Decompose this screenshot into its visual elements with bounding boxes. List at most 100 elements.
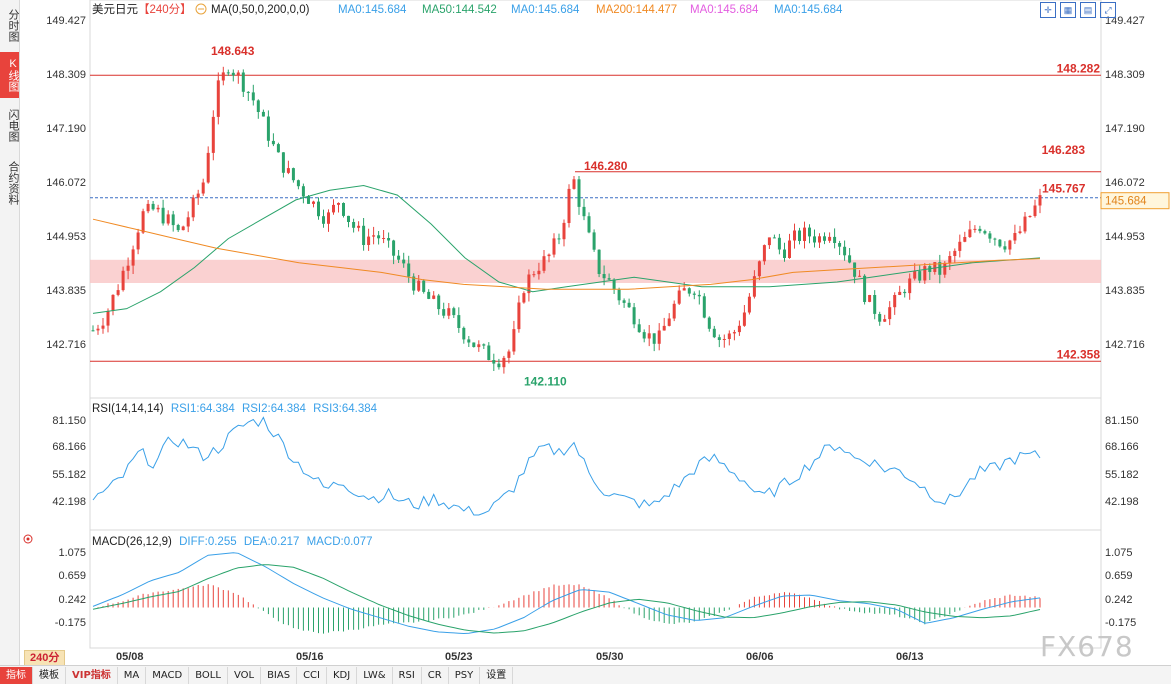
- candle-body: [622, 300, 626, 303]
- toolbar-kdj[interactable]: KDJ: [327, 666, 358, 684]
- candle-body: [697, 294, 701, 297]
- tab-contract-info[interactable]: 合约资料: [7, 161, 19, 205]
- candle-body: [808, 227, 811, 237]
- candle-body: [176, 225, 180, 231]
- symbol-title: 美元日元【240分】: [92, 2, 192, 16]
- candle-body: [687, 288, 691, 294]
- tab-kline[interactable]: K线图: [0, 52, 19, 98]
- toolbar-boll[interactable]: BOLL: [189, 666, 228, 684]
- candle-body: [672, 303, 676, 319]
- candle-body: [317, 201, 320, 217]
- toolbar-settings[interactable]: 设置: [480, 666, 514, 684]
- candle-body: [747, 296, 751, 313]
- candle-body: [196, 193, 200, 198]
- candle-body: [652, 333, 656, 344]
- tab-flash[interactable]: 闪电图: [7, 108, 19, 142]
- candle-body: [918, 271, 922, 281]
- candle-body: [492, 360, 496, 364]
- date-label: 05/23: [445, 651, 473, 663]
- crosshair-icon[interactable]: ✛: [1040, 2, 1056, 18]
- toolbar-indicators[interactable]: 指标: [0, 666, 33, 684]
- price-tick-right: 142.716: [1105, 339, 1145, 351]
- candle-body: [432, 295, 436, 299]
- candle-body: [848, 255, 852, 263]
- macd-settings-icon[interactable]: [23, 534, 33, 544]
- price-tick-left: 147.190: [46, 123, 86, 135]
- current-price-tag: 145.684: [1100, 192, 1170, 210]
- candle-body: [226, 72, 230, 74]
- candle-body: [101, 325, 105, 329]
- toolbar-cr[interactable]: CR: [422, 666, 449, 684]
- candle-body: [166, 214, 170, 224]
- ma-value-2: MA50:144.542: [422, 4, 497, 16]
- grid-icon[interactable]: ▦: [1060, 2, 1076, 18]
- candle-body: [517, 302, 521, 330]
- toolbar-cci[interactable]: CCI: [297, 666, 327, 684]
- ma-settings-icon[interactable]: [195, 3, 207, 15]
- ma-value-6: MA0:145.684: [774, 4, 843, 16]
- candle-body: [913, 271, 917, 279]
- candle-body: [487, 345, 491, 360]
- candle-body: [978, 228, 982, 232]
- candle-body: [477, 344, 481, 348]
- price-tick-right: 144.953: [1105, 231, 1145, 243]
- macd-tick: 1.075: [58, 547, 86, 559]
- candlestick-series: [91, 66, 1042, 374]
- candle-body: [437, 295, 441, 310]
- toolbar-rsi[interactable]: RSI: [393, 666, 422, 684]
- candle-body: [647, 333, 651, 339]
- candle-body: [457, 315, 461, 328]
- toolbar-ma[interactable]: MA: [118, 666, 147, 684]
- candle-body: [452, 308, 456, 316]
- toolbar-macd[interactable]: MACD: [146, 666, 190, 684]
- candle-body: [1013, 233, 1017, 241]
- toolbar-bias[interactable]: BIAS: [261, 666, 298, 684]
- candle-body: [692, 293, 696, 295]
- candle-body: [863, 275, 867, 302]
- candle-body: [96, 328, 100, 331]
- candle-body: [472, 342, 476, 347]
- candle-body: [968, 229, 972, 237]
- chart-canvas[interactable]: 美元日元【240分】 MA(0,50,0,200,0,0) MA0:145.68…: [0, 0, 1171, 665]
- rsi-tick: 81.150: [1105, 415, 1139, 427]
- candle-body: [667, 318, 671, 326]
- macd-diff-line: [92, 552, 1041, 635]
- candle-body: [567, 188, 571, 223]
- candle-body: [412, 276, 416, 291]
- toolbar-lw[interactable]: LW&: [357, 666, 393, 684]
- toolbar-vip[interactable]: VIP指标: [66, 666, 118, 684]
- candle-body: [1023, 216, 1027, 232]
- candle-body: [1008, 240, 1012, 250]
- candle-body: [447, 308, 451, 316]
- candle-body: [587, 216, 591, 233]
- layout-icon[interactable]: ▤: [1080, 2, 1096, 18]
- candle-body: [788, 240, 791, 258]
- candle-body: [737, 325, 741, 333]
- period-badge[interactable]: 240分: [24, 650, 66, 666]
- macd-tick: -0.175: [1105, 617, 1136, 629]
- candle-body: [998, 239, 1002, 247]
- candle-body: [256, 100, 260, 112]
- candle-body: [512, 329, 516, 352]
- candle-body: [362, 225, 366, 245]
- candle-body: [627, 302, 631, 308]
- price-axis: 149.427 148.309 147.190 146.072 144.953 …: [46, 15, 1145, 351]
- tab-timeshare[interactable]: 分时图: [7, 8, 19, 42]
- price-tick-right: 149.427: [1105, 15, 1145, 27]
- toolbar-vol[interactable]: VOL: [228, 666, 262, 684]
- toolbar-templates[interactable]: 模板: [33, 666, 66, 684]
- candle-body: [712, 328, 716, 338]
- candle-body: [216, 80, 220, 117]
- candle-body: [993, 238, 997, 240]
- rsi-tick: 55.182: [52, 469, 86, 481]
- last-high-annotation: 145.767: [1042, 182, 1086, 196]
- candle-body: [402, 259, 406, 264]
- fullscreen-icon[interactable]: ⤢: [1100, 2, 1116, 18]
- candle-body: [803, 227, 806, 241]
- price-tick-right: 146.072: [1105, 177, 1145, 189]
- candle-body: [392, 240, 396, 256]
- rsi-tick: 68.166: [52, 441, 86, 453]
- candle-body: [637, 324, 641, 333]
- toolbar-psy[interactable]: PSY: [449, 666, 481, 684]
- rsi-header: RSI(14,14,14) RSI1:64.384 RSI2:64.384 RS…: [92, 403, 378, 415]
